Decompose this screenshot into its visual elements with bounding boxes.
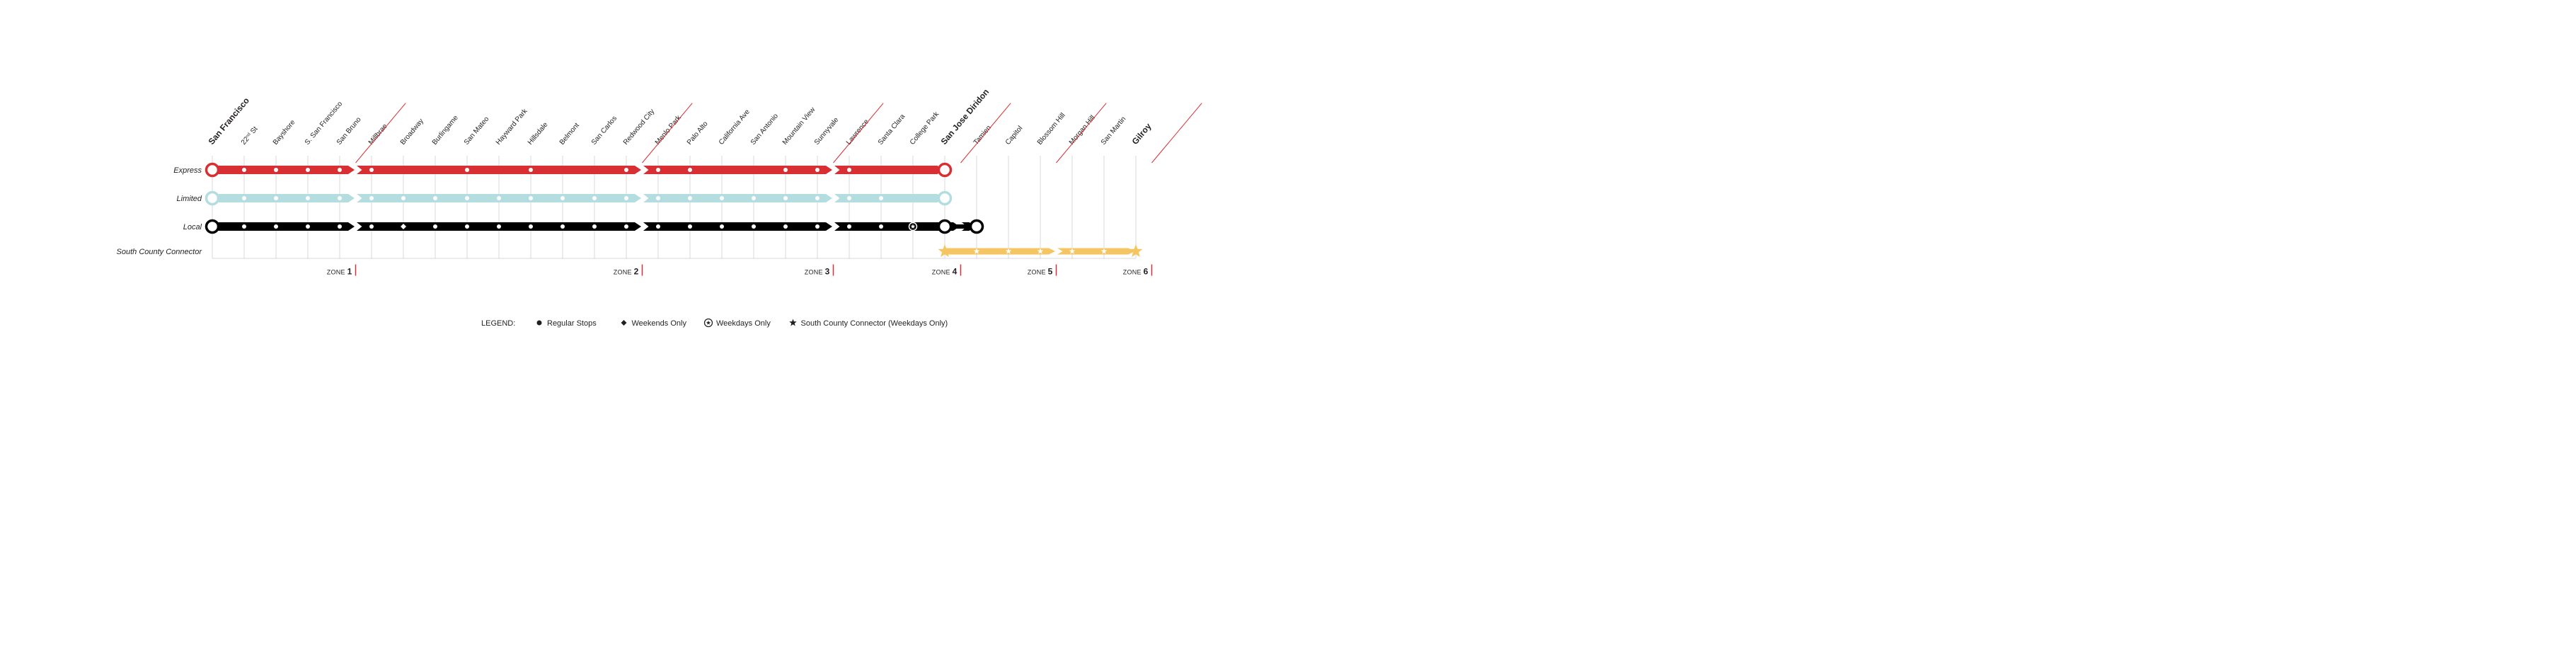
legend-item: South County Connector (Weekdays Only) <box>801 319 948 328</box>
station-label: Lawrence <box>845 118 871 147</box>
station-label: Santa Clara <box>877 113 907 147</box>
station-label: San Bruno <box>335 115 363 147</box>
legend-title: LEGEND: <box>481 319 515 328</box>
zone-label: ZONE 1 <box>327 267 352 277</box>
station-label: Morgan Hill <box>1068 114 1097 147</box>
station-label: Redwood City <box>622 108 656 147</box>
legend-item: Weekdays Only <box>716 319 771 328</box>
zone-label: ZONE 6 <box>1123 267 1149 277</box>
station-label: San Martin <box>1100 115 1128 147</box>
service-label-local: Local <box>183 223 202 231</box>
station-label: Hayward Park <box>495 107 529 147</box>
legend-item: Weekends Only <box>632 319 687 328</box>
route-diagram: Express Limited Local South County Connecto… <box>14 14 2562 346</box>
zone-label: ZONE 3 <box>805 267 830 277</box>
station-label: California Ave <box>718 108 752 147</box>
station-label: San Carlos <box>590 115 619 147</box>
station-label: Capitol <box>1004 125 1024 147</box>
zone-label: ZONE 5 <box>1028 267 1053 277</box>
zone-label: ZONE 4 <box>932 267 958 277</box>
station-label: Palo Alto <box>686 120 710 147</box>
station-label: San Antonio <box>749 112 780 147</box>
station-label: Blossom Hill <box>1036 112 1067 147</box>
service-label-express: Express <box>173 166 202 175</box>
station-label: Mountain View <box>781 105 817 147</box>
station-label: Belmont <box>558 122 581 147</box>
zone-label: ZONE 2 <box>614 267 639 277</box>
service-label-scc: South County Connector <box>117 248 203 256</box>
station-label: Hillsdale <box>527 121 550 147</box>
station-label: Millbrae <box>367 122 389 147</box>
station-label: Tamien <box>972 124 993 147</box>
station-label: Bayshore <box>272 118 297 147</box>
station-label: Burlingame <box>431 114 460 147</box>
legend-item: Regular Stops <box>547 319 597 328</box>
station-label: College Park <box>909 110 941 147</box>
station-label: Sunnyvale <box>813 116 841 147</box>
station-label: San Mateo <box>463 115 491 146</box>
station-label: Gilroy <box>1130 121 1154 147</box>
station-label: Broadway <box>399 118 425 147</box>
station-label: Menlo Park <box>654 113 684 147</box>
station-label: 22nd St <box>240 125 260 147</box>
service-label-limited: Limited <box>177 195 202 203</box>
